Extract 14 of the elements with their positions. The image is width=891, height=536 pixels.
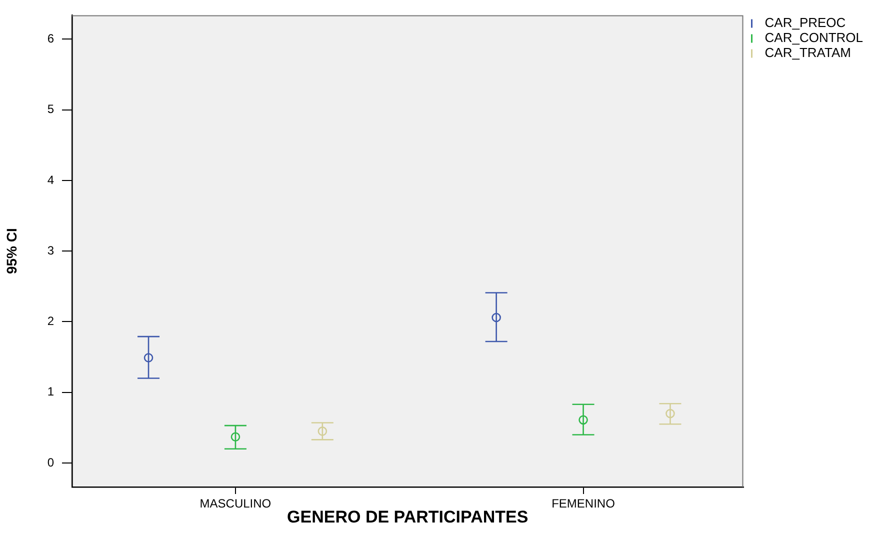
legend-label: CAR_CONTROL [764,30,864,46]
x-tick-label: FEMENINO [552,496,615,511]
y-tick-label: 5 [47,102,54,116]
y-tick-label: 6 [47,32,54,46]
legend-label: CAR_PREOC [764,15,846,30]
y-tick-label: 3 [47,243,54,258]
y-tick-label: 1 [47,384,54,399]
y-tick-label: 4 [47,172,54,187]
y-axis-title: 95% CI [3,228,20,274]
x-tick-label: MASCULINO [200,496,272,511]
y-tick-label: 0 [47,455,54,470]
x-axis-title: GENERO DE PARTICIPANTES [287,507,528,526]
y-tick-label: 2 [47,314,54,328]
legend-label: CAR_TRATAM [764,45,851,60]
